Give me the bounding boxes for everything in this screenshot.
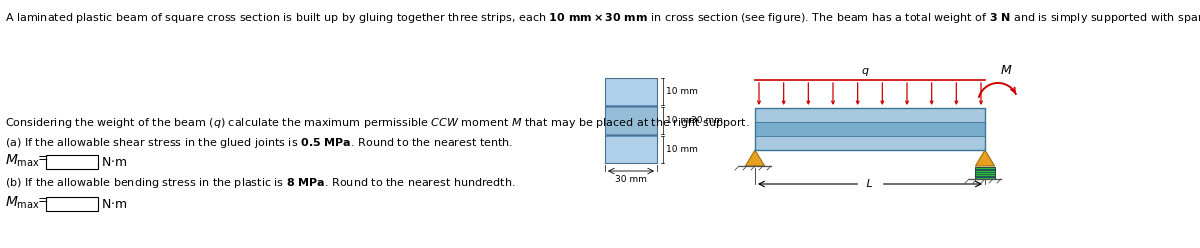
Text: 10 mm: 10 mm [666,145,698,154]
Bar [605,107,658,134]
Text: $M_{\rm max}$: $M_{\rm max}$ [5,153,40,169]
Text: L: L [863,179,877,189]
Bar [755,136,985,150]
Text: $M_{\rm max}$: $M_{\rm max}$ [5,195,40,211]
Text: A laminated plastic beam of square cross section is built up by gluing together : A laminated plastic beam of square cross… [5,11,1200,25]
Text: (a) If the allowable shear stress in the glued joints is $\bf{0.5\ MPa}$. Round : (a) If the allowable shear stress in the… [5,136,514,150]
Text: 30 mm: 30 mm [691,116,722,125]
Text: 10 mm: 10 mm [666,116,698,125]
Text: 30 mm: 30 mm [616,175,647,184]
Bar [605,78,658,105]
Text: =: = [38,152,49,165]
Polygon shape [976,150,995,166]
Bar [605,136,658,163]
Text: (b) If the allowable bending stress in the plastic is $\bf{8\ MPa}$. Round to th: (b) If the allowable bending stress in t… [5,176,516,190]
Text: =: = [38,194,49,207]
Bar [976,167,995,179]
Text: q: q [862,66,869,76]
Bar [755,122,985,136]
Text: 10 mm: 10 mm [666,87,698,96]
FancyBboxPatch shape [46,155,98,169]
Polygon shape [745,150,764,166]
Bar [755,108,985,122]
FancyBboxPatch shape [46,197,98,211]
Text: Considering the weight of the beam ($q$) calculate the maximum permissible $\mat: Considering the weight of the beam ($q$)… [5,116,750,130]
Text: N$\cdot$m: N$\cdot$m [101,155,127,168]
Text: N$\cdot$m: N$\cdot$m [101,197,127,211]
Text: M: M [1001,64,1012,77]
